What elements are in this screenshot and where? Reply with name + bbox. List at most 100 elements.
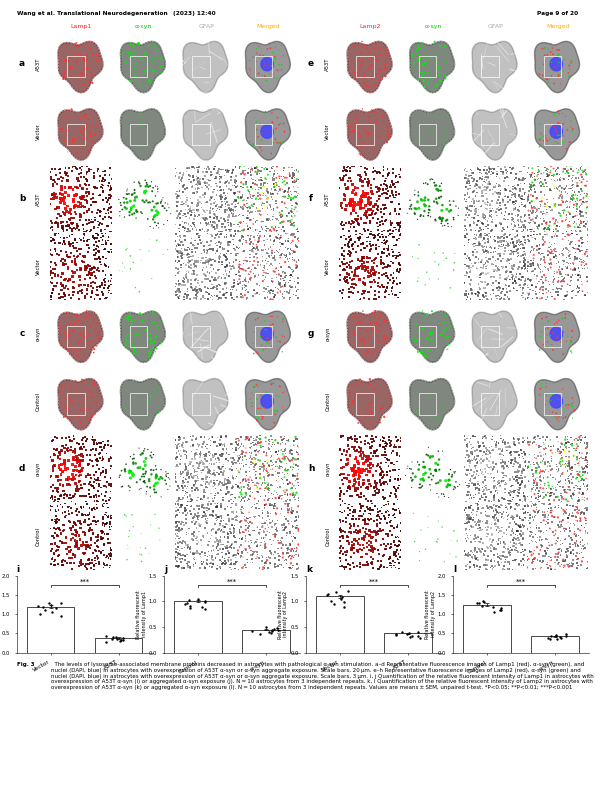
Point <box>502 274 511 286</box>
Point <box>241 279 250 292</box>
Point <box>258 507 267 520</box>
Point <box>422 448 431 461</box>
Point <box>383 528 393 540</box>
Point <box>478 241 488 254</box>
Point <box>203 282 212 294</box>
Point <box>215 203 224 216</box>
Point <box>50 228 60 240</box>
Point <box>202 165 211 178</box>
Point <box>261 386 271 399</box>
Polygon shape <box>534 311 580 362</box>
Point <box>152 486 161 499</box>
Point <box>70 180 80 193</box>
Point <box>283 487 292 500</box>
Point <box>568 241 577 254</box>
Point <box>528 555 538 568</box>
Point <box>70 68 79 81</box>
Point <box>527 464 537 476</box>
Point <box>227 202 236 215</box>
Point <box>105 524 115 536</box>
Point <box>275 285 285 297</box>
Point <box>68 161 77 173</box>
Point <box>193 197 203 210</box>
Point <box>381 58 391 70</box>
Point <box>240 490 250 503</box>
Point <box>394 502 403 515</box>
Point <box>280 125 289 138</box>
Point <box>248 218 258 230</box>
Point <box>538 208 547 221</box>
Point <box>536 482 545 494</box>
Point <box>560 483 570 496</box>
Point <box>48 493 57 505</box>
Point <box>552 225 562 238</box>
Point <box>468 504 478 517</box>
Point <box>352 134 362 146</box>
Point <box>240 558 249 571</box>
Point <box>276 261 286 274</box>
Point <box>230 453 239 466</box>
Point <box>353 218 363 231</box>
Point <box>243 513 253 525</box>
Point <box>576 182 585 195</box>
Point <box>486 451 496 464</box>
Point <box>201 549 210 562</box>
Point <box>86 290 96 303</box>
Point <box>273 475 283 487</box>
Point <box>201 255 211 267</box>
Point <box>355 466 365 479</box>
Point <box>473 554 483 566</box>
Point <box>547 563 556 576</box>
Point <box>361 77 370 89</box>
Point <box>568 284 578 297</box>
Point <box>481 256 490 269</box>
Point <box>533 441 542 454</box>
Point <box>107 246 116 259</box>
Point <box>379 499 389 512</box>
Point <box>65 214 74 227</box>
Point <box>269 265 278 278</box>
Point <box>365 524 374 536</box>
Point <box>544 466 553 479</box>
Point <box>554 274 563 287</box>
Point <box>367 209 376 221</box>
Point <box>347 274 357 286</box>
Point <box>89 169 99 182</box>
Point <box>191 515 201 528</box>
Point <box>80 273 90 286</box>
Point <box>514 558 524 570</box>
Point <box>487 441 496 453</box>
Point <box>371 289 380 301</box>
Point <box>519 445 528 458</box>
Point <box>556 188 566 201</box>
Point <box>217 484 226 497</box>
Point <box>453 202 463 214</box>
Point <box>508 277 518 290</box>
Point <box>217 272 226 285</box>
Point <box>86 479 96 491</box>
Point <box>249 198 258 210</box>
Point <box>556 454 566 467</box>
Point <box>224 223 233 236</box>
Point <box>584 184 593 197</box>
Point <box>511 190 520 202</box>
Point <box>546 257 556 270</box>
Point <box>542 524 552 537</box>
Point <box>217 449 227 462</box>
Point <box>62 216 71 229</box>
Point <box>378 524 388 537</box>
Point <box>372 54 382 66</box>
Point <box>425 328 435 341</box>
Point <box>134 286 144 298</box>
Point <box>538 238 548 251</box>
Point <box>139 55 148 67</box>
Point <box>520 233 530 246</box>
Point <box>243 513 252 525</box>
Point <box>251 465 261 478</box>
Point <box>203 161 212 174</box>
Point <box>268 479 278 492</box>
Point <box>217 225 227 237</box>
Point <box>497 530 507 543</box>
Point <box>386 560 396 573</box>
Point <box>84 165 94 177</box>
